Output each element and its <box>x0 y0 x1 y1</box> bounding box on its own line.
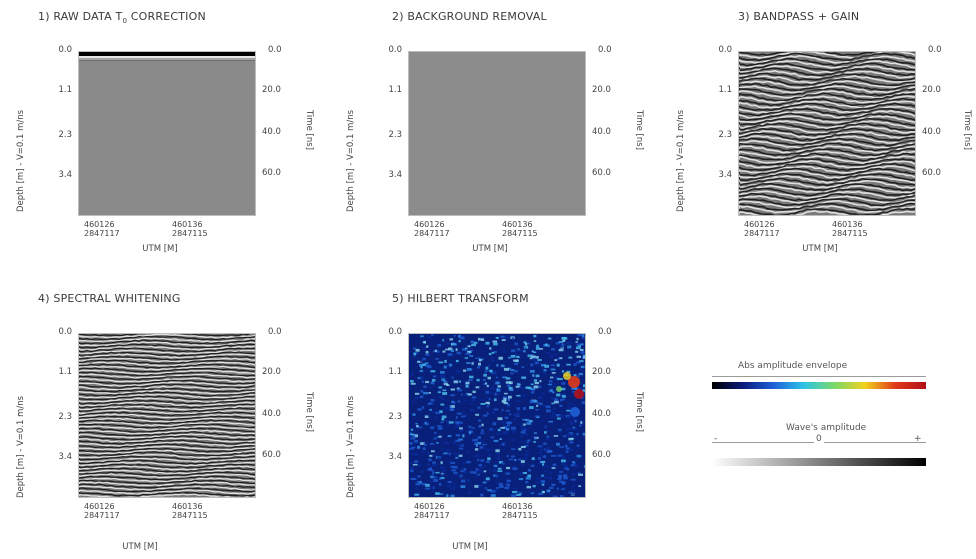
amplitude-minus: - <box>714 434 718 444</box>
colorbar-legend: Abs amplitude envelope Wave's amplitude … <box>700 350 940 480</box>
right-tick: 60.0 <box>262 450 281 460</box>
x-axis-label: UTM [M] <box>122 542 158 552</box>
right-tick: 0.0 <box>268 45 282 55</box>
right-axis-label: Time [ns] <box>634 392 644 432</box>
right-tick: 60.0 <box>592 450 611 460</box>
right-tick: 60.0 <box>922 168 941 178</box>
right-tick: 20.0 <box>592 85 611 95</box>
radargram-whitening <box>78 333 256 498</box>
left-axis-label: Depth [m] - V=0.1 m/ns <box>676 109 686 212</box>
x-tick: 460136 2847115 <box>832 220 868 238</box>
right-tick: 40.0 <box>592 409 611 419</box>
amplitude-zero: 0 <box>814 434 824 444</box>
left-tick: 2.3 <box>58 130 72 140</box>
right-tick: 0.0 <box>928 45 942 55</box>
left-tick: 2.3 <box>58 412 72 422</box>
radargram-hilbert-svg <box>409 334 585 497</box>
right-tick: 40.0 <box>592 127 611 137</box>
right-axis-label: Time [ns] <box>304 392 314 432</box>
panel-bandpass-gain: 3) BANDPASS + GAIN 0.0 1.1 2.3 3.4 0.0 2… <box>660 0 976 280</box>
panel-raw-data: 1) RAW DATA T0 CORRECTION 0.0 1.1 2.3 3.… <box>0 0 320 280</box>
x-tick: 460136 2847115 <box>502 502 538 520</box>
right-axis-label: Time [ns] <box>304 110 314 150</box>
radargram-hilbert <box>408 333 586 498</box>
right-tick: 20.0 <box>922 85 941 95</box>
left-tick: 1.1 <box>58 367 72 377</box>
x-tick: 460136 2847115 <box>172 502 208 520</box>
panel-spectral-whitening: 4) SPECTRAL WHITENING 0.0 1.1 2.3 3.4 0.… <box>0 280 320 559</box>
left-tick: 0.0 <box>58 327 72 337</box>
x-axis-label: UTM [M] <box>142 244 178 254</box>
right-tick: 60.0 <box>592 168 611 178</box>
left-tick: 2.3 <box>718 130 732 140</box>
envelope-colorbar-label: Abs amplitude envelope <box>738 361 848 371</box>
right-tick: 20.0 <box>592 367 611 377</box>
left-tick: 3.4 <box>58 452 72 462</box>
right-tick: 40.0 <box>262 409 281 419</box>
left-tick: 3.4 <box>58 170 72 180</box>
left-tick: 2.3 <box>388 412 402 422</box>
envelope-range-line <box>712 376 926 377</box>
left-tick: 0.0 <box>718 45 732 55</box>
radargram-raw-svg <box>79 52 255 215</box>
right-axis-label: Time [ns] <box>962 110 972 150</box>
amplitude-plus: + <box>914 434 922 444</box>
left-tick: 1.1 <box>58 85 72 95</box>
left-tick: 1.1 <box>718 85 732 95</box>
x-tick: 460136 2847115 <box>502 220 538 238</box>
left-tick: 3.4 <box>388 170 402 180</box>
panel-title: 5) HILBERT TRANSFORM <box>392 292 529 305</box>
x-tick: 460136 2847115 <box>172 220 208 238</box>
title-subscript: 0 <box>122 17 128 26</box>
left-axis-label: Depth [m] - V=0.1 m/ns <box>16 109 26 212</box>
left-tick: 3.4 <box>718 170 732 180</box>
right-tick: 0.0 <box>268 327 282 337</box>
right-tick: 0.0 <box>598 45 612 55</box>
right-tick: 40.0 <box>262 127 281 137</box>
radargram-background-removed <box>408 51 586 216</box>
right-tick: 40.0 <box>922 127 941 137</box>
left-tick: 0.0 <box>388 327 402 337</box>
panel-title: 3) BANDPASS + GAIN <box>738 10 860 23</box>
radargram-bandpass-svg <box>739 52 915 215</box>
x-tick: 460126 2847117 <box>414 502 450 520</box>
left-tick: 2.3 <box>388 130 402 140</box>
radargram-bandpass <box>738 51 916 216</box>
right-tick: 60.0 <box>262 168 281 178</box>
radargram-background-removed-svg <box>409 52 585 215</box>
right-tick: 20.0 <box>262 85 281 95</box>
x-tick: 460126 2847117 <box>84 220 120 238</box>
radargram-raw <box>78 51 256 216</box>
panel-hilbert-transform: 5) HILBERT TRANSFORM 0.0 1.1 2.3 3.4 0.0… <box>330 280 650 559</box>
left-axis-label: Depth [m] - V=0.1 m/ns <box>346 109 356 212</box>
right-tick: 20.0 <box>262 367 281 377</box>
left-tick: 0.0 <box>388 45 402 55</box>
left-tick: 1.1 <box>388 367 402 377</box>
radargram-whitening-svg <box>79 334 255 497</box>
panel-title: 2) BACKGROUND REMOVAL <box>392 10 547 23</box>
left-tick: 1.1 <box>388 85 402 95</box>
x-axis-label: UTM [M] <box>472 244 508 254</box>
x-tick: 460126 2847117 <box>744 220 780 238</box>
right-tick: 0.0 <box>598 327 612 337</box>
amplitude-colorbar-label: Wave's amplitude <box>786 423 867 433</box>
panel-background-removal: 2) BACKGROUND REMOVAL 0.0 1.1 2.3 3.4 0.… <box>330 0 650 280</box>
amplitude-colorbar <box>712 458 926 466</box>
x-tick: 460126 2847117 <box>414 220 450 238</box>
panel-title: 4) SPECTRAL WHITENING <box>38 292 181 305</box>
left-tick: 3.4 <box>388 452 402 462</box>
left-axis-label: Depth [m] - V=0.1 m/ns <box>346 395 356 498</box>
panel-title: 1) RAW DATA T0 CORRECTION <box>38 10 206 26</box>
left-axis-label: Depth [m] - V=0.1 m/ns <box>16 395 26 498</box>
left-tick: 0.0 <box>58 45 72 55</box>
x-tick: 460126 2847117 <box>84 502 120 520</box>
right-axis-label: Time [ns] <box>634 110 644 150</box>
envelope-colorbar <box>712 382 926 389</box>
x-axis-label: UTM [M] <box>802 244 838 254</box>
x-axis-label: UTM [M] <box>452 542 488 552</box>
